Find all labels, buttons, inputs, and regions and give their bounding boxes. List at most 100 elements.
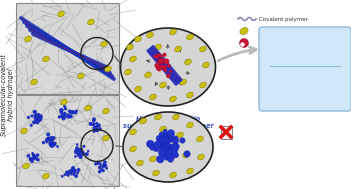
Ellipse shape: [187, 92, 193, 98]
Circle shape: [164, 154, 170, 160]
Circle shape: [52, 143, 56, 146]
Circle shape: [164, 69, 167, 72]
Circle shape: [38, 118, 42, 121]
Circle shape: [105, 167, 108, 170]
Circle shape: [160, 65, 164, 69]
Circle shape: [156, 135, 163, 142]
Ellipse shape: [88, 19, 94, 25]
Circle shape: [74, 174, 78, 178]
Circle shape: [158, 65, 162, 69]
Circle shape: [161, 58, 164, 61]
Circle shape: [102, 169, 105, 172]
Circle shape: [158, 59, 161, 62]
Circle shape: [153, 55, 157, 58]
Circle shape: [32, 121, 36, 124]
Circle shape: [87, 150, 89, 152]
Ellipse shape: [22, 163, 29, 169]
Circle shape: [58, 115, 61, 119]
Circle shape: [48, 137, 51, 139]
FancyBboxPatch shape: [220, 125, 232, 139]
Circle shape: [48, 142, 53, 146]
Circle shape: [29, 157, 32, 160]
Circle shape: [94, 127, 97, 130]
Circle shape: [34, 114, 38, 117]
Circle shape: [73, 173, 75, 176]
Circle shape: [98, 127, 102, 131]
Circle shape: [67, 170, 71, 174]
Circle shape: [94, 129, 96, 131]
Circle shape: [75, 110, 78, 112]
Circle shape: [163, 53, 166, 57]
Circle shape: [67, 174, 69, 177]
Circle shape: [37, 120, 40, 123]
Circle shape: [154, 141, 161, 148]
Circle shape: [163, 133, 167, 138]
Circle shape: [156, 140, 163, 147]
Circle shape: [51, 141, 54, 144]
Circle shape: [34, 114, 36, 116]
Circle shape: [146, 140, 154, 148]
Circle shape: [166, 138, 172, 144]
Circle shape: [150, 144, 155, 150]
Circle shape: [40, 114, 42, 117]
Circle shape: [94, 129, 97, 132]
Circle shape: [167, 129, 175, 137]
Circle shape: [92, 118, 96, 121]
Circle shape: [63, 112, 66, 115]
Circle shape: [83, 145, 85, 148]
Circle shape: [83, 153, 86, 155]
Circle shape: [162, 65, 167, 70]
Circle shape: [100, 169, 102, 172]
Circle shape: [74, 151, 78, 154]
Text: Water: Water: [259, 40, 276, 46]
Circle shape: [165, 135, 173, 143]
Circle shape: [162, 149, 167, 154]
Circle shape: [63, 115, 66, 119]
Circle shape: [36, 154, 38, 157]
Circle shape: [79, 155, 82, 159]
Circle shape: [39, 115, 42, 119]
Circle shape: [163, 129, 167, 133]
Circle shape: [174, 140, 178, 144]
Circle shape: [165, 142, 170, 147]
Circle shape: [156, 66, 160, 70]
Circle shape: [157, 141, 164, 148]
Circle shape: [29, 158, 32, 160]
Circle shape: [60, 111, 63, 114]
Circle shape: [62, 117, 65, 120]
Circle shape: [92, 123, 95, 126]
Circle shape: [53, 142, 56, 145]
Circle shape: [97, 123, 101, 127]
Ellipse shape: [187, 34, 193, 40]
Text: Covalent polymer: Covalent polymer: [259, 16, 308, 22]
Circle shape: [164, 145, 169, 150]
Ellipse shape: [125, 69, 131, 75]
Circle shape: [45, 138, 49, 142]
Circle shape: [39, 115, 42, 119]
Circle shape: [73, 111, 77, 114]
Circle shape: [104, 161, 106, 163]
Bar: [16, 95, 119, 186]
Circle shape: [27, 154, 30, 157]
Circle shape: [46, 132, 50, 136]
Circle shape: [91, 123, 93, 126]
Circle shape: [95, 122, 98, 125]
Circle shape: [77, 172, 79, 174]
Ellipse shape: [200, 46, 206, 52]
Circle shape: [173, 143, 179, 149]
Circle shape: [35, 113, 39, 117]
Ellipse shape: [187, 122, 193, 128]
Ellipse shape: [134, 86, 141, 92]
Circle shape: [33, 156, 37, 159]
Circle shape: [104, 161, 106, 164]
Ellipse shape: [177, 132, 183, 138]
Circle shape: [61, 175, 64, 177]
Circle shape: [93, 130, 95, 133]
Circle shape: [65, 171, 69, 174]
Circle shape: [173, 153, 179, 158]
Circle shape: [74, 149, 78, 153]
Circle shape: [42, 141, 45, 144]
Circle shape: [49, 142, 52, 144]
Circle shape: [78, 149, 81, 152]
Circle shape: [49, 138, 53, 141]
